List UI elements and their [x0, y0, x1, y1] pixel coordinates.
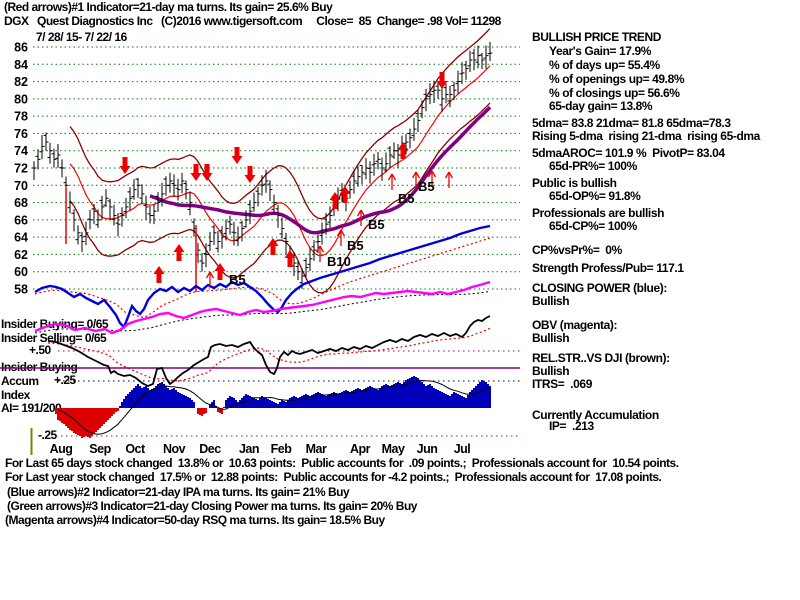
- accum-label: Accum: [1, 374, 39, 388]
- insider-buying-label: Insider Buying: [1, 360, 78, 374]
- indicator-1-summary: (Red arrows)#1 Indicator=21-day ma turns…: [4, 0, 333, 14]
- pct-days-up: % of days up= 55.4%: [549, 58, 660, 72]
- insider-selling-ratio: Insider Selling= 0/65: [1, 331, 107, 345]
- price-gridlines: [33, 46, 520, 290]
- strength-ratio: Strength Profess/Pub= 117.1: [532, 261, 684, 275]
- ma65-line: [149, 106, 492, 235]
- itrs-value: ITRS= .069: [532, 377, 592, 391]
- svg-text:B5: B5: [347, 238, 364, 253]
- relstr-ma: [47, 327, 491, 382]
- svg-text:60: 60: [14, 265, 28, 279]
- change-65day-note: For Last 65 days stock changed 13.8% or …: [5, 456, 679, 470]
- plus-50-tick: +.50: [29, 343, 51, 357]
- plus-25-tick: +.25: [54, 373, 76, 387]
- pct-openings-up: % of openings up= 49.8%: [549, 72, 685, 86]
- cp-vs-pr: CP%vsPr%= 0%: [532, 243, 622, 257]
- svg-text:B5: B5: [368, 217, 385, 232]
- svg-text:Nov: Nov: [163, 442, 186, 456]
- ai-ratio: AI= 191/200: [1, 401, 62, 415]
- svg-text:Dec: Dec: [199, 442, 221, 456]
- svg-text:B5: B5: [418, 179, 435, 194]
- chart-title: DGX Quest Diagnostics Inc (C)2016 www.ti…: [4, 14, 501, 28]
- month-axis-labels: Aug Sep Oct Nov Dec Jan Feb Mar Apr May Jun Jul: [50, 442, 471, 456]
- ma21-line: [69, 65, 491, 257]
- svg-text:Aug: Aug: [50, 442, 73, 456]
- buy-up-arrows-thick: [153, 142, 409, 283]
- svg-text:Mar: Mar: [306, 442, 327, 456]
- closing-power-heading: CLOSING POWER (blue):: [532, 281, 667, 295]
- dma-rising: Rising 5-dma rising 21-dma rising 65-dma: [532, 129, 760, 143]
- indicator-3-summary: (Green arrows)#3 Indicator=21-day Closin…: [7, 499, 417, 513]
- accumulation-ma-line: [57, 379, 491, 435]
- sell-down-arrows: [119, 72, 448, 183]
- closing-power-status: Bullish: [532, 294, 570, 308]
- public-status: Public is bullish: [532, 176, 617, 190]
- svg-text:78: 78: [14, 110, 28, 124]
- dma-values: 5dma= 83.8 21dma= 81.8 65dma=78.3: [532, 116, 731, 130]
- price-trend-heading: BULLISH PRICE TREND: [532, 30, 662, 44]
- svg-text:62: 62: [14, 248, 28, 262]
- indicator-4-summary: (Magenta arrows)#4 Indicator=50-day RSQ …: [5, 513, 385, 527]
- currently-accumulation: Currently Accumulation: [532, 408, 659, 422]
- relstr-heading: REL.STR..VS DJI (brown):: [532, 351, 670, 365]
- price-axis-labels: 86 84 82 80 78 76 74 72 70 68 66 64 62 60 58: [14, 41, 28, 297]
- date-range: 7/ 28/ 15- 7/ 22/ 16: [36, 30, 127, 44]
- pct-closings-up: % of closings up= 56.6%: [549, 86, 680, 100]
- svg-text:68: 68: [14, 196, 28, 210]
- svg-text:May: May: [382, 442, 405, 456]
- pr-65d: 65d-PR%= 100%: [549, 159, 637, 173]
- svg-text:Sep: Sep: [89, 442, 111, 456]
- minus-25-tick: -.25: [38, 428, 57, 442]
- aroc-pivot: 5dmaAROC= 101.9 % PivotP= 83.04: [532, 146, 725, 160]
- svg-text:76: 76: [14, 127, 28, 141]
- lower-panel-reference-lines: [0, 350, 520, 455]
- professionals-status: Professionals are bullish: [532, 206, 665, 220]
- cp-65d: 65d-CP%= 100%: [549, 219, 637, 233]
- svg-text:Jul: Jul: [454, 442, 471, 456]
- svg-text:82: 82: [14, 75, 28, 89]
- closing-power-ma: [34, 237, 491, 318]
- svg-text:Jan: Jan: [239, 442, 259, 456]
- ip-value: IP= .213: [549, 419, 594, 433]
- svg-text:80: 80: [14, 92, 28, 106]
- svg-text:Apr: Apr: [350, 442, 371, 456]
- svg-text:Jun: Jun: [417, 442, 438, 456]
- gain-65-day: 65-day gain= 13.8%: [549, 99, 653, 113]
- svg-text:64: 64: [14, 231, 28, 245]
- op-65d: 65d-OP%= 91.8%: [549, 189, 641, 203]
- closing-power-line: [34, 224, 491, 330]
- svg-text:84: 84: [14, 58, 28, 72]
- relstr-status: Bullish: [532, 364, 570, 378]
- svg-text:B10: B10: [327, 254, 351, 269]
- svg-text:B5: B5: [398, 191, 415, 206]
- svg-text:74: 74: [14, 144, 28, 158]
- obv-heading: OBV (magenta):: [532, 318, 618, 332]
- svg-text:Oct: Oct: [125, 442, 146, 456]
- price-bars: [31, 41, 493, 289]
- svg-text:86: 86: [14, 41, 28, 55]
- change-year-note: For Last year stock changed 17.5% or 12.…: [5, 470, 662, 484]
- svg-text:58: 58: [14, 283, 28, 297]
- accumulation-histogram: [55, 376, 491, 438]
- svg-text:72: 72: [14, 162, 28, 176]
- trading-bands: [69, 28, 491, 294]
- index-label: Index: [1, 388, 30, 402]
- years-gain: Year's Gain= 17.9%: [549, 44, 652, 58]
- relstr-line: [47, 315, 491, 387]
- buy-up-arrows-thin: [205, 170, 454, 288]
- indicator-2-summary: (Blue arrows)#2 Indicator=21-day IPA ma …: [7, 485, 350, 499]
- obv-status: Bullish: [532, 331, 570, 345]
- svg-text:B5: B5: [229, 272, 246, 287]
- insider-buying-ratio: Insider Buying= 0/65: [1, 317, 109, 331]
- svg-text:Feb: Feb: [271, 442, 293, 456]
- svg-text:66: 66: [14, 213, 28, 227]
- red-signal-lines: [65, 188, 197, 292]
- svg-text:70: 70: [14, 179, 28, 193]
